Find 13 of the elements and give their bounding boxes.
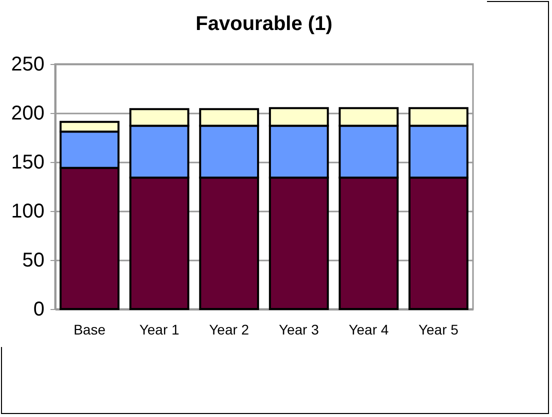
- y-tick-label: 250: [11, 54, 44, 76]
- x-tick-label: Year 3: [278, 322, 320, 338]
- x-tick-label: Year 5: [418, 322, 459, 338]
- y-tick-label: 200: [11, 102, 44, 124]
- y-tick-label: 50: [22, 250, 44, 272]
- x-tick-label: Year 4: [348, 322, 389, 338]
- y-tick-label: 100: [11, 200, 44, 222]
- x-tick-label: Base: [74, 322, 106, 338]
- x-tick-label: Year 2: [209, 322, 250, 338]
- chart-title: Favourable (1): [196, 13, 332, 35]
- x-tick-label: Year 1: [139, 322, 180, 338]
- y-tick-label: 150: [11, 152, 44, 174]
- y-tick-label: 0: [33, 298, 44, 320]
